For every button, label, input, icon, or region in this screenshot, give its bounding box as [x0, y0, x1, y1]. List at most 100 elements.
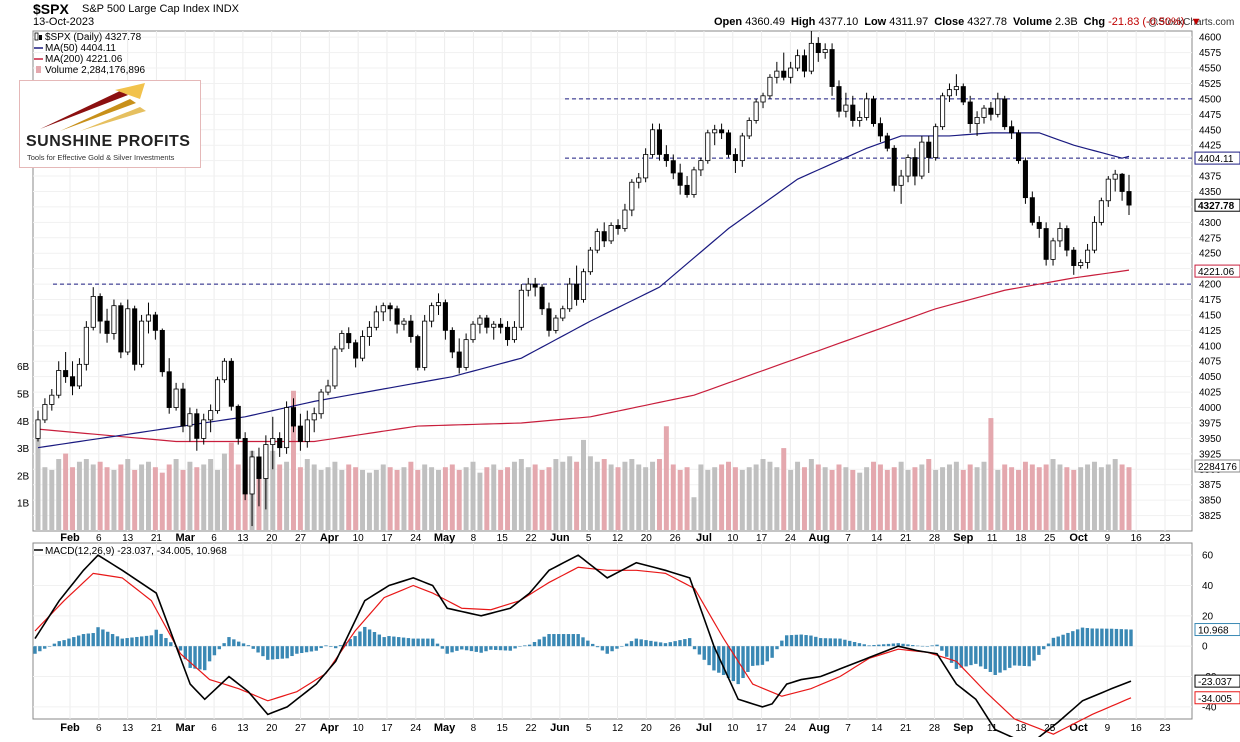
macd-y-tick-label: 40	[1202, 581, 1214, 592]
candle-body	[857, 117, 863, 121]
candle-body	[760, 95, 766, 103]
volume-label: Volume	[1013, 16, 1052, 28]
macd-histogram-bar	[1085, 628, 1090, 647]
volume-bar	[774, 467, 780, 530]
macd-histogram-bar	[416, 638, 420, 647]
x-tick-label-macd: 23	[1159, 723, 1171, 734]
volume-bar	[56, 459, 62, 530]
volume-bar	[215, 469, 221, 530]
x-tick-label: 12	[612, 533, 624, 544]
macd-histogram-bar	[387, 636, 391, 647]
y-tick-label: 4150	[1199, 310, 1222, 321]
x-tick-label-macd: 6	[96, 723, 102, 734]
volume-bar	[974, 467, 980, 530]
candle-body	[435, 302, 442, 307]
macd-histogram-bar	[101, 629, 105, 647]
x-tick-label-macd: 26	[670, 723, 682, 734]
macd-histogram-bar	[426, 638, 430, 647]
volume-bar	[180, 469, 186, 530]
ma200-line	[37, 269, 1130, 443]
legend-candle-icon	[34, 32, 39, 41]
volume-bar	[1043, 464, 1049, 530]
candle-body	[967, 101, 973, 124]
x-tick-label: Mar	[175, 532, 195, 544]
volume-bar	[553, 459, 559, 530]
macd-histogram-bar	[886, 643, 891, 647]
macd-histogram-bar	[154, 629, 158, 647]
volume-bar	[594, 461, 600, 530]
macd-histogram-bar	[780, 640, 784, 647]
stockcharts-credit[interactable]: @StockCharts.com	[1148, 17, 1235, 28]
volume-bar	[277, 464, 283, 530]
macd-histogram-bar	[120, 638, 124, 647]
macd-histogram-bar	[605, 646, 609, 654]
x-tick-label-macd: Mar	[175, 722, 195, 734]
macd-histogram-bar	[692, 646, 697, 650]
candle-body	[1015, 132, 1022, 162]
macd-histogram-bar	[896, 643, 900, 647]
macd-histogram-bar	[678, 640, 682, 647]
volume-bar	[560, 461, 566, 530]
macd-histogram-bar	[993, 646, 997, 675]
macd-histogram-bar	[794, 634, 799, 647]
logo-swoosh-icon	[40, 83, 146, 131]
macd-histogram-bar	[1061, 634, 1065, 647]
macd-histogram-bar	[624, 643, 629, 647]
candle-body	[539, 286, 545, 310]
volume-bar	[1036, 467, 1042, 530]
macd-histogram-bar	[857, 643, 862, 647]
macd-histogram-bar	[498, 646, 503, 651]
macd-histogram-bar	[115, 636, 120, 647]
macd-histogram-bar	[935, 644, 939, 647]
candle-body	[1043, 228, 1049, 260]
macd-histogram-bar	[110, 634, 115, 647]
candle-body	[346, 333, 352, 344]
candle-body	[546, 308, 552, 331]
y-tick-label: 4525	[1199, 79, 1222, 90]
volume-bar	[615, 467, 621, 530]
volume-bar	[484, 467, 490, 530]
macd-histogram-bar	[513, 646, 517, 649]
volume-bar	[339, 469, 345, 530]
volume-bar	[208, 459, 214, 530]
x-tick-label: 25	[1044, 533, 1056, 544]
candle-body	[1029, 197, 1035, 223]
volume-bar	[988, 418, 994, 530]
macd-histogram-bar	[610, 646, 614, 652]
candle-body	[746, 120, 752, 137]
macd-histogram-bar	[658, 642, 663, 647]
x-tick-label: 17	[381, 533, 393, 544]
macd-histogram-bar	[751, 646, 755, 666]
macd-value-tag	[1194, 691, 1240, 705]
legend-label: Volume 2,284,176,896	[45, 65, 146, 76]
macd-histogram-bar	[1075, 629, 1080, 647]
x-tick-label: 6	[96, 533, 102, 544]
candle-body	[884, 135, 890, 149]
volume-bar	[926, 459, 932, 530]
volume-bar	[304, 459, 310, 530]
candle-body	[69, 376, 76, 387]
macd-histogram-bar	[561, 634, 566, 647]
volume-bar	[877, 464, 883, 530]
macd-histogram-bar	[906, 644, 910, 647]
volume-bar	[366, 472, 372, 530]
volume-bar	[912, 467, 918, 530]
legend-label: $SPX (Daily) 4327.78	[45, 32, 142, 43]
macd-histogram-bar	[450, 646, 454, 653]
legend-candle-icon	[39, 35, 42, 40]
candle-body	[1119, 173, 1125, 192]
candle-body	[656, 129, 662, 155]
volume-bar	[767, 461, 773, 530]
y-tick-label: 4600	[1199, 33, 1222, 44]
macd-histogram-bar	[261, 646, 265, 657]
candle-body	[290, 407, 297, 427]
candle-body	[926, 141, 932, 158]
volume-bar	[318, 469, 324, 530]
x-tick-label: 9	[1105, 533, 1111, 544]
macd-histogram-bar	[96, 627, 100, 647]
candle-body	[705, 132, 711, 162]
volume-bar	[871, 461, 876, 530]
candle-body	[1078, 262, 1084, 266]
x-tick-label: Feb	[60, 532, 80, 544]
macd-histogram-bar	[741, 646, 745, 679]
